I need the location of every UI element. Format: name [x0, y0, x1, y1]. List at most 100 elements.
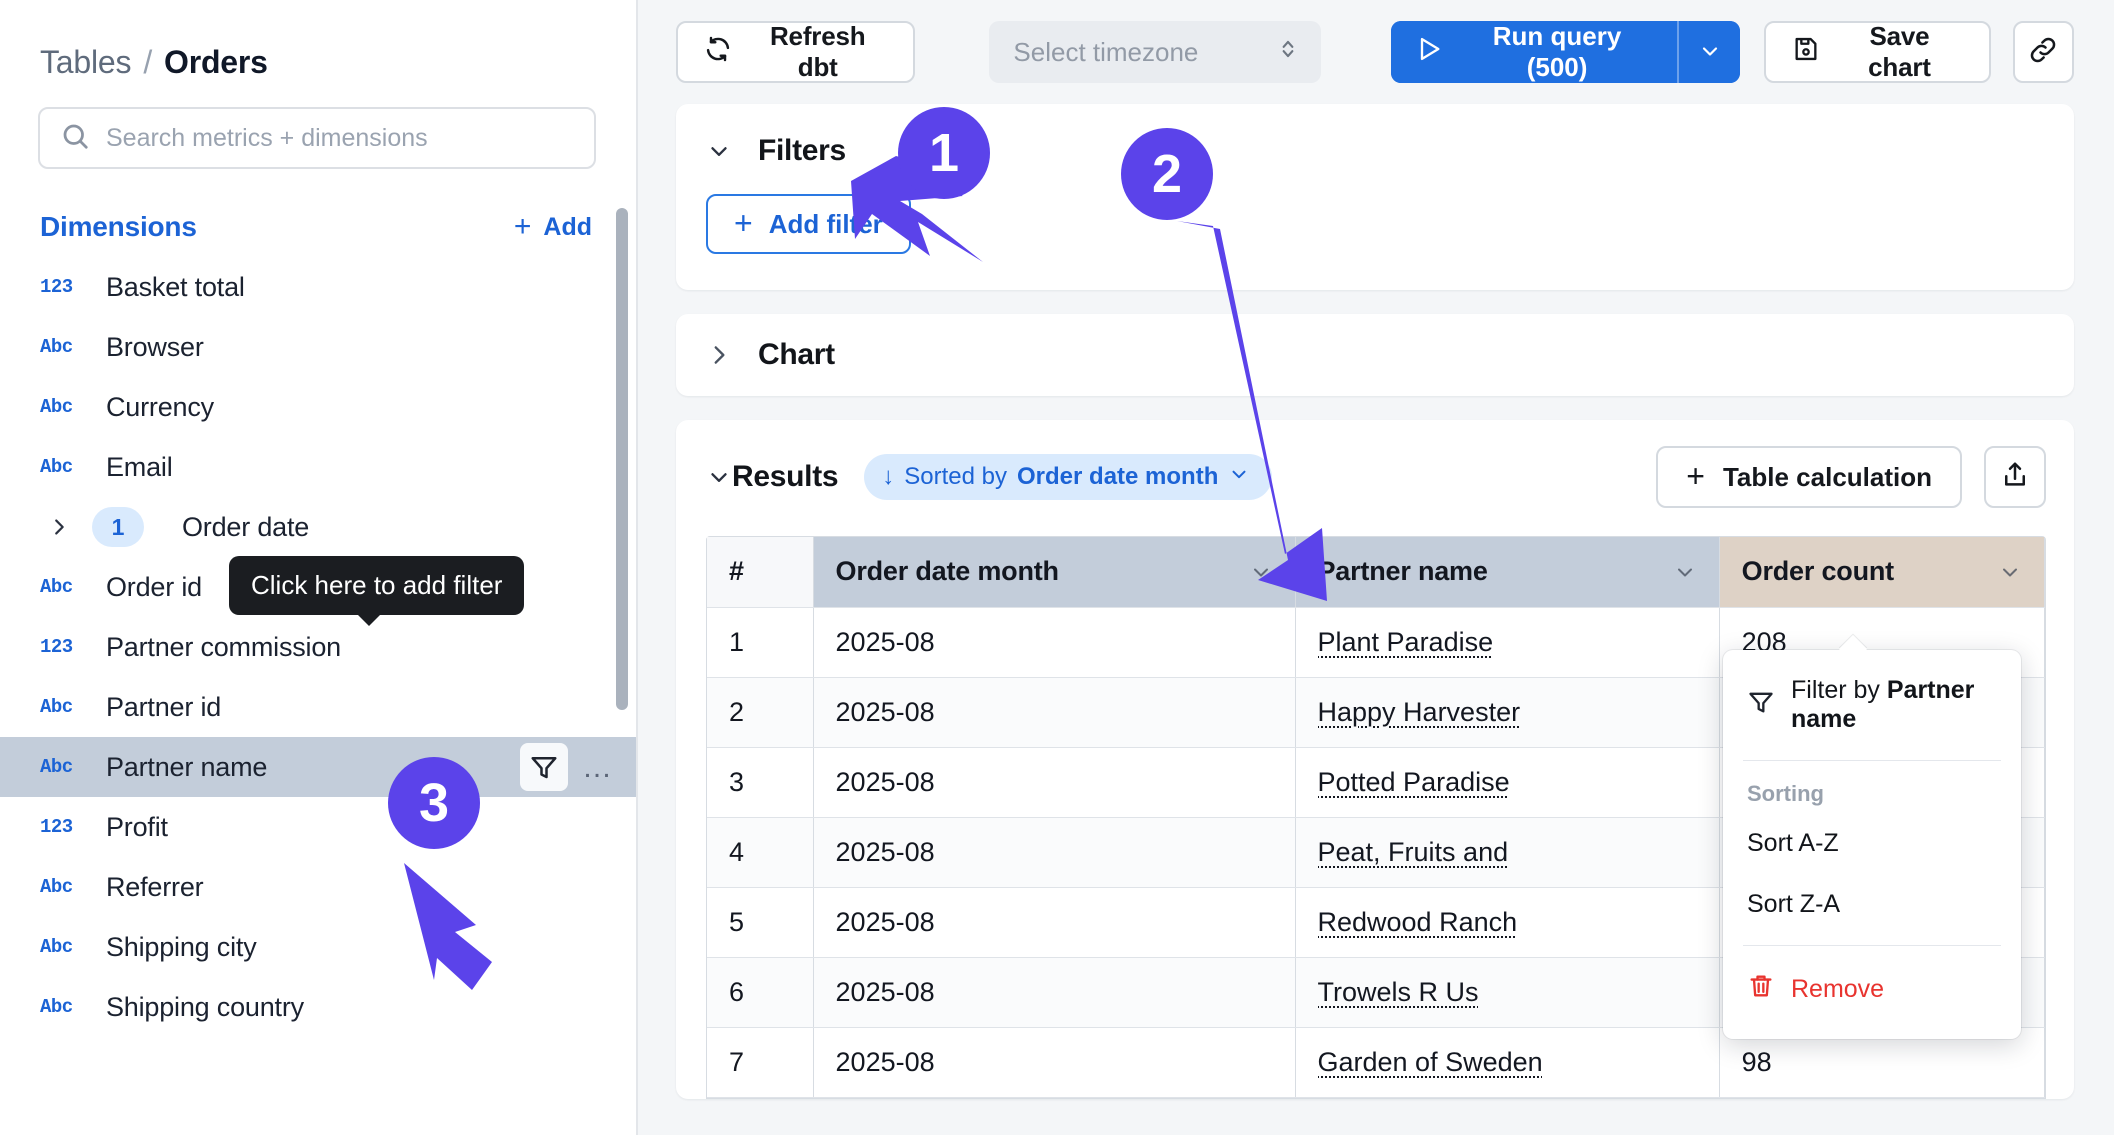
- number-type-icon: 123: [40, 276, 73, 298]
- cell-order-date-month[interactable]: 2025-08: [813, 957, 1296, 1028]
- more-options-icon[interactable]: …: [582, 750, 614, 784]
- cell-value[interactable]: Happy Harvester: [1317, 696, 1521, 727]
- chevron-down-icon[interactable]: [1998, 560, 2022, 584]
- column-header-context-menu: Filter by Partner name Sorting Sort A-Z …: [1723, 650, 2021, 1039]
- sidebar-item-label: Partner id: [106, 691, 222, 722]
- filter-prefix: Filter by: [1791, 676, 1880, 704]
- chart-card[interactable]: Chart: [676, 314, 2074, 396]
- breadcrumb-separator: /: [143, 44, 153, 80]
- sidebar-item-label: Referrer: [106, 871, 204, 902]
- trash-icon: [1747, 972, 1775, 1007]
- sidebar-item-partner-commission[interactable]: 123 Partner commission: [0, 617, 636, 677]
- cell-partner-name[interactable]: Happy Harvester: [1295, 677, 1720, 748]
- row-index: 5: [707, 887, 814, 958]
- cell-value[interactable]: Trowels R Us: [1317, 976, 1479, 1007]
- timezone-select[interactable]: Select timezone: [989, 21, 1321, 83]
- cell-partner-name[interactable]: Trowels R Us: [1295, 957, 1720, 1028]
- run-query-dropdown-button[interactable]: [1679, 21, 1741, 83]
- menu-item-label: Filter by Partner name: [1791, 676, 1997, 734]
- sidebar-item-shipping-country[interactable]: Abc Shipping country: [0, 977, 636, 1037]
- sidebar-item-label: Partner name: [106, 751, 268, 782]
- add-table-calculation-button[interactable]: + Table calculation: [1656, 446, 1962, 508]
- menu-item-sort-az[interactable]: Sort A-Z: [1747, 829, 1839, 857]
- cell-order-date-month[interactable]: 2025-08: [813, 677, 1296, 748]
- cell-partner-name[interactable]: Redwood Ranch: [1295, 887, 1720, 958]
- row-index: 2: [707, 677, 814, 748]
- column-header-order-count[interactable]: Order count: [1719, 537, 2046, 608]
- chevron-down-icon: [1698, 39, 1722, 66]
- cell-value[interactable]: Redwood Ranch: [1317, 906, 1518, 937]
- search-input[interactable]: [106, 123, 574, 153]
- cell-order-date-month[interactable]: 2025-08: [813, 1027, 1296, 1098]
- sidebar-item-profit[interactable]: 123 Profit: [0, 797, 636, 857]
- sidebar-item-basket-total[interactable]: 123 Basket total: [0, 257, 636, 317]
- menu-group-sorting-label: Sorting: [1747, 781, 1824, 806]
- chevron-right-icon[interactable]: [48, 516, 92, 538]
- add-dimension-button[interactable]: + Add: [514, 212, 592, 242]
- cell-partner-name[interactable]: Peat, Fruits and: [1295, 817, 1720, 888]
- add-filter-label: Add filter: [768, 208, 883, 239]
- dimensions-header: Dimensions + Add: [0, 211, 636, 243]
- number-type-icon: 123: [40, 816, 73, 838]
- cell-partner-name[interactable]: Plant Paradise: [1295, 607, 1720, 678]
- text-type-icon: Abc: [40, 576, 73, 598]
- cell-order-date-month[interactable]: 2025-08: [813, 607, 1296, 678]
- sidebar-item-browser[interactable]: Abc Browser: [0, 317, 636, 377]
- export-icon: [2000, 460, 2030, 495]
- breadcrumb-root[interactable]: Tables: [40, 44, 132, 80]
- cell-value[interactable]: Peat, Fruits and: [1317, 836, 1509, 867]
- menu-divider: [1743, 945, 2001, 946]
- top-toolbar: Refresh dbt Select timezone Run query (5…: [638, 0, 2114, 104]
- sidebar-item-currency[interactable]: Abc Currency: [0, 377, 636, 437]
- cell-partner-name[interactable]: Potted Paradise: [1295, 747, 1720, 818]
- text-type-icon: Abc: [40, 336, 73, 358]
- plus-icon: +: [734, 205, 753, 242]
- column-header-order-date-month[interactable]: Order date month: [813, 537, 1296, 608]
- chevron-down-icon[interactable]: [1673, 560, 1697, 584]
- text-type-icon: Abc: [40, 456, 73, 478]
- save-chart-button[interactable]: Save chart: [1764, 21, 1991, 83]
- chevron-updown-icon: [1277, 36, 1299, 69]
- cell-value[interactable]: Garden of Sweden: [1317, 1046, 1543, 1077]
- text-type-icon: Abc: [40, 396, 73, 418]
- sidebar-item-shipping-city[interactable]: Abc Shipping city: [0, 917, 636, 977]
- search-box[interactable]: [38, 107, 596, 169]
- menu-item-sort-za[interactable]: Sort Z-A: [1747, 890, 1841, 918]
- cell-order-date-month[interactable]: 2025-08: [813, 887, 1296, 958]
- menu-item-filter-by-partner-name[interactable]: Filter by Partner name: [1723, 660, 2021, 750]
- chevron-down-icon[interactable]: [706, 138, 732, 164]
- copy-link-button[interactable]: [2012, 21, 2074, 83]
- sidebar-item-label: Order date: [182, 511, 310, 542]
- refresh-dbt-button[interactable]: Refresh dbt: [676, 21, 916, 83]
- chevron-down-icon[interactable]: [1249, 560, 1273, 584]
- chevron-down-icon[interactable]: [706, 464, 732, 490]
- add-filter-button[interactable]: + Add filter: [706, 194, 911, 254]
- sidebar-item-partner-name[interactable]: Abc Partner name …: [0, 737, 636, 797]
- text-type-icon: Abc: [40, 996, 73, 1018]
- run-query-button[interactable]: Run query (500): [1390, 21, 1678, 83]
- sidebar-scrollbar-thumb[interactable]: [616, 208, 628, 710]
- column-header-partner-name[interactable]: Partner name: [1295, 537, 1720, 608]
- breadcrumb: Tables / Orders: [0, 0, 636, 81]
- refresh-icon: [704, 35, 732, 70]
- left-sidebar: Tables / Orders Dimensions + Add: [0, 0, 638, 1135]
- cell-order-date-month[interactable]: 2025-08: [813, 817, 1296, 888]
- menu-item-remove[interactable]: Remove: [1723, 956, 2021, 1023]
- plus-icon: +: [1686, 458, 1705, 495]
- chevron-right-icon[interactable]: [706, 342, 732, 368]
- filter-icon[interactable]: [520, 743, 568, 791]
- cell-value[interactable]: Plant Paradise: [1317, 626, 1494, 657]
- text-type-icon: Abc: [40, 756, 73, 778]
- sidebar-item-partner-id[interactable]: Abc Partner id: [0, 677, 636, 737]
- number-type-icon: 123: [40, 636, 73, 658]
- cell-partner-name[interactable]: Garden of Sweden: [1295, 1027, 1720, 1098]
- sidebar-item-order-date[interactable]: 1 Order date: [0, 497, 636, 557]
- cell-value[interactable]: Potted Paradise: [1317, 766, 1510, 797]
- sidebar-item-referrer[interactable]: Abc Referrer: [0, 857, 636, 917]
- order-date-count-badge: 1: [92, 507, 144, 547]
- cell-order-date-month[interactable]: 2025-08: [813, 747, 1296, 818]
- sorted-by-pill[interactable]: ↓ Sorted by Order date month: [864, 454, 1273, 500]
- sidebar-item-email[interactable]: Abc Email: [0, 437, 636, 497]
- sidebar-item-order-id[interactable]: Abc Order id: [0, 557, 636, 617]
- export-button[interactable]: [1984, 446, 2046, 508]
